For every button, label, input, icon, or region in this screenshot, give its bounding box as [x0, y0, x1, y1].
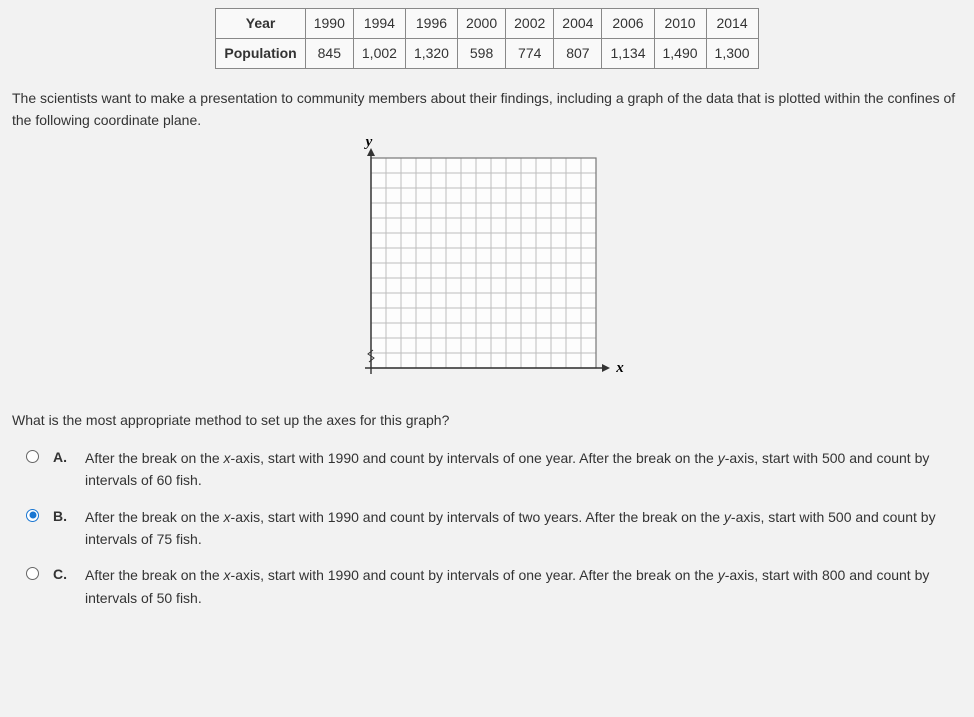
- question-text: What is the most appropriate method to s…: [12, 410, 962, 431]
- year-cell: 1994: [353, 9, 405, 39]
- population-header: Population: [216, 39, 305, 69]
- year-header: Year: [216, 9, 305, 39]
- option-letter-b: B.: [53, 506, 71, 527]
- option-letter-c: C.: [53, 564, 71, 585]
- option-b[interactable]: B. After the break on the x-axis, start …: [26, 506, 962, 551]
- year-cell: 2002: [506, 9, 554, 39]
- population-table: Year 1990 1994 1996 2000 2002 2004 2006 …: [215, 8, 758, 69]
- svg-text:y: y: [363, 138, 372, 150]
- pop-cell: 1,320: [405, 39, 457, 69]
- answer-options: A. After the break on the x-axis, start …: [26, 447, 962, 609]
- pop-cell: 1,134: [602, 39, 654, 69]
- year-cell: 2006: [602, 9, 654, 39]
- pop-cell: 598: [457, 39, 505, 69]
- year-cell: 1996: [405, 9, 457, 39]
- grid-svg: yx: [343, 138, 632, 390]
- pop-cell: 1,002: [353, 39, 405, 69]
- option-letter-a: A.: [53, 447, 71, 468]
- radio-b[interactable]: [26, 509, 39, 522]
- pop-cell: 1,300: [706, 39, 758, 69]
- year-cell: 2000: [457, 9, 505, 39]
- svg-text:x: x: [615, 360, 624, 376]
- intro-paragraph: The scientists want to make a presentati…: [12, 87, 962, 132]
- year-cell: 2010: [654, 9, 706, 39]
- year-cell: 2004: [554, 9, 602, 39]
- pop-cell: 845: [305, 39, 353, 69]
- option-text-c: After the break on the x-axis, start wit…: [85, 564, 962, 609]
- pop-cell: 1,490: [654, 39, 706, 69]
- pop-cell: 774: [506, 39, 554, 69]
- radio-a[interactable]: [26, 450, 39, 463]
- table-row-years: Year 1990 1994 1996 2000 2002 2004 2006 …: [216, 9, 758, 39]
- option-text-a: After the break on the x-axis, start wit…: [85, 447, 962, 492]
- year-cell: 2014: [706, 9, 758, 39]
- year-cell: 1990: [305, 9, 353, 39]
- coordinate-plane: yx: [12, 138, 962, 396]
- option-a[interactable]: A. After the break on the x-axis, start …: [26, 447, 962, 492]
- table-row-population: Population 845 1,002 1,320 598 774 807 1…: [216, 39, 758, 69]
- option-text-b: After the break on the x-axis, start wit…: [85, 506, 962, 551]
- pop-cell: 807: [554, 39, 602, 69]
- radio-c[interactable]: [26, 567, 39, 580]
- option-c[interactable]: C. After the break on the x-axis, start …: [26, 564, 962, 609]
